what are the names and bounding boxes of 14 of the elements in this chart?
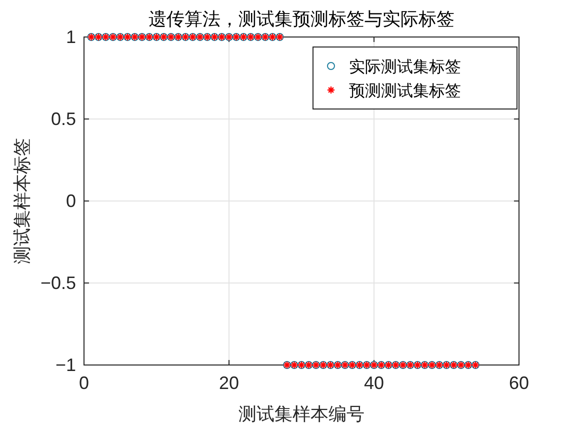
x-axis-title: 测试集样本编号 xyxy=(238,404,364,425)
x-tick-label: 40 xyxy=(364,373,384,393)
legend-label: 预测测试集标签 xyxy=(349,81,461,100)
y-tick-label: −0.5 xyxy=(40,273,76,293)
y-axis-title: 测试集样本标签 xyxy=(12,138,33,264)
legend-label: 实际测试集标签 xyxy=(349,57,461,76)
x-tick-label: 20 xyxy=(218,373,240,393)
y-tick-label: −1 xyxy=(55,355,76,375)
x-tick-label: 60 xyxy=(508,373,530,393)
chart-title: 遗传算法，测试集预测标签与实际标签 xyxy=(148,9,454,30)
y-tick-label: 1 xyxy=(66,27,76,47)
x-tick-label: 0 xyxy=(78,373,90,393)
y-tick-label: 0.5 xyxy=(50,109,76,129)
y-tick-label: 0 xyxy=(66,191,76,211)
